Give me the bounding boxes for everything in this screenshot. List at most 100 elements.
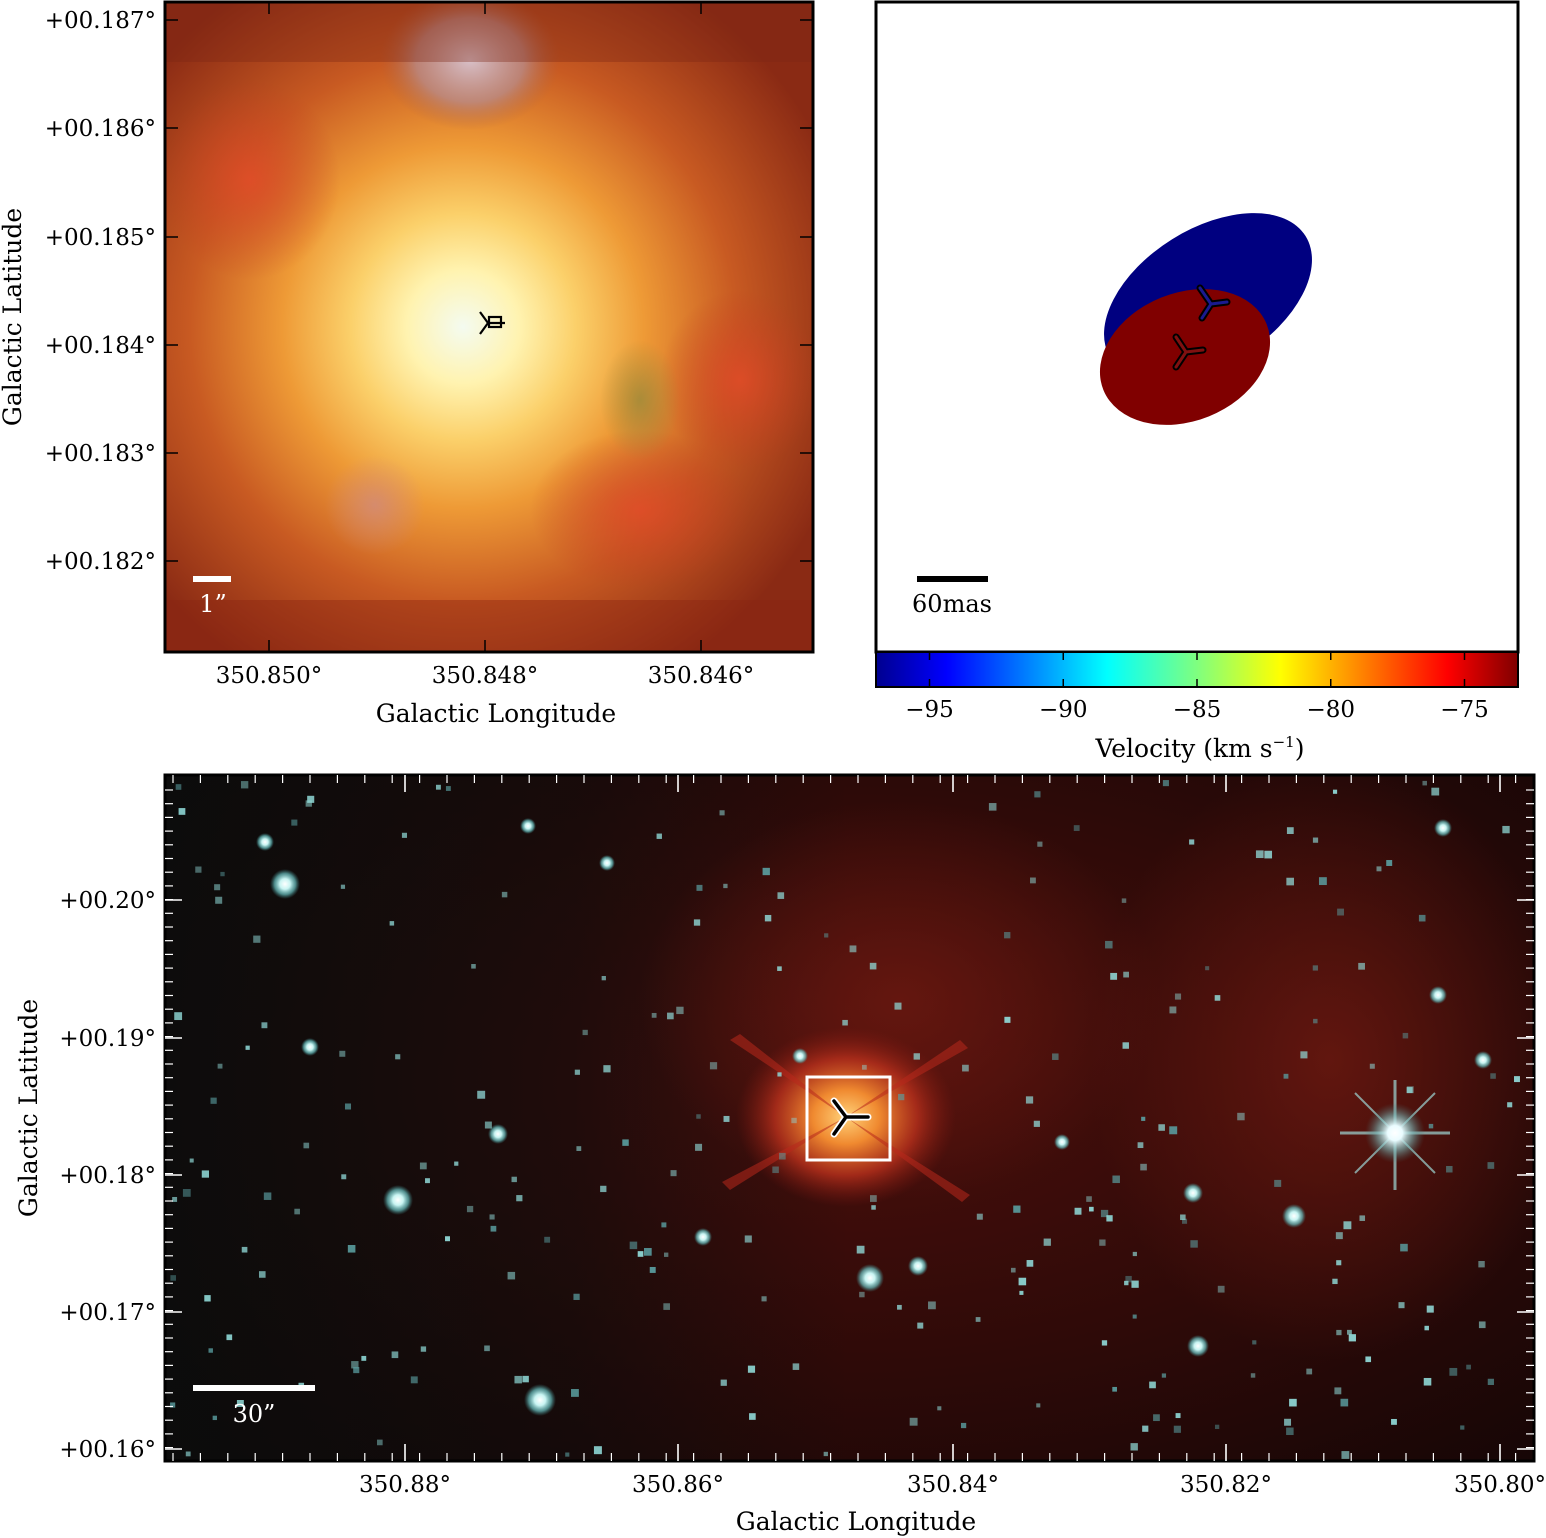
star — [341, 1174, 347, 1180]
star — [303, 1142, 310, 1149]
star — [1122, 1042, 1129, 1049]
star — [1286, 1427, 1294, 1436]
star — [435, 784, 441, 790]
field-x-tick: 350.84° — [907, 1472, 999, 1498]
star — [1365, 1356, 1372, 1363]
star — [1137, 1142, 1144, 1149]
star — [1426, 1305, 1434, 1313]
field-scale-label: 30” — [233, 1400, 276, 1428]
star — [1283, 1073, 1289, 1079]
star — [1004, 1016, 1011, 1023]
star — [661, 1222, 667, 1228]
star — [1347, 1329, 1352, 1335]
star — [208, 1348, 213, 1353]
star — [777, 892, 785, 899]
star — [1214, 995, 1221, 1001]
star — [1289, 1398, 1297, 1407]
colorbar-tick-label: −90 — [1039, 697, 1088, 723]
star — [976, 1213, 983, 1220]
zoom-x-tick: 350.848° — [432, 663, 539, 689]
maser-scale-label: 60mas — [912, 590, 992, 618]
star — [593, 1446, 602, 1455]
star — [240, 781, 249, 789]
star — [869, 962, 877, 970]
star — [1018, 1277, 1027, 1286]
star — [603, 1065, 611, 1073]
star — [344, 1103, 352, 1110]
star — [245, 1045, 250, 1050]
star — [1478, 1321, 1486, 1329]
star — [471, 964, 476, 969]
star — [1174, 993, 1182, 1000]
star — [576, 1146, 582, 1151]
star — [1334, 1387, 1342, 1395]
star — [1312, 965, 1318, 971]
star — [928, 1301, 936, 1310]
star — [376, 1439, 383, 1446]
star — [1424, 1325, 1429, 1331]
field-x-tick: 350.80° — [1454, 1472, 1546, 1498]
star — [1460, 1425, 1465, 1430]
star — [1428, 1123, 1434, 1129]
star — [849, 945, 857, 953]
star — [1153, 1414, 1160, 1422]
star — [1507, 1102, 1513, 1108]
star — [217, 1063, 223, 1069]
star — [353, 1367, 360, 1374]
star — [1169, 1006, 1177, 1014]
star — [1449, 1367, 1458, 1376]
star — [1169, 1126, 1178, 1135]
star — [1386, 860, 1393, 866]
star — [779, 1152, 786, 1160]
star — [339, 1050, 346, 1057]
star — [1086, 1196, 1092, 1202]
star — [695, 1143, 703, 1151]
star — [898, 1093, 905, 1101]
star — [1332, 1278, 1338, 1285]
star — [258, 1271, 266, 1278]
star — [1431, 787, 1440, 796]
star — [719, 810, 725, 816]
star — [1422, 780, 1427, 786]
star — [1099, 1239, 1106, 1246]
star — [419, 1162, 427, 1170]
field-y-tick: +00.20° — [59, 888, 156, 914]
zoom-x-tick: 350.850° — [216, 663, 323, 689]
star — [1043, 1238, 1051, 1246]
star — [1162, 780, 1169, 787]
star — [676, 1006, 684, 1015]
star — [1312, 837, 1319, 843]
star — [256, 833, 274, 851]
star — [201, 1170, 210, 1178]
colorbar-title: Velocity (km s−1) — [1095, 733, 1305, 763]
star — [696, 884, 703, 891]
star — [1105, 940, 1113, 949]
field-panel: 30” +00.20° +00.19° +00.18° +00.17° +00.… — [14, 773, 1546, 1536]
star — [226, 1334, 233, 1341]
star — [1183, 1183, 1203, 1203]
star — [484, 1345, 490, 1352]
star — [670, 1170, 677, 1177]
star — [1336, 1329, 1342, 1336]
star — [1418, 914, 1426, 922]
star — [1037, 841, 1043, 847]
star — [445, 1236, 450, 1242]
star — [709, 1062, 718, 1070]
star — [792, 1048, 808, 1064]
star — [667, 1012, 674, 1020]
star — [1335, 1232, 1343, 1240]
star — [651, 1012, 657, 1018]
star — [305, 800, 312, 807]
star — [908, 1256, 928, 1276]
star — [1466, 1364, 1471, 1370]
star — [856, 1264, 884, 1292]
star — [484, 1121, 492, 1129]
star — [351, 1361, 359, 1369]
star — [214, 884, 221, 891]
star — [962, 1064, 969, 1072]
zoom-panel: 1” +00.187° +00.186° +00.185° +00.184° +… — [0, 0, 815, 728]
star — [1034, 791, 1041, 798]
star — [1175, 1413, 1181, 1419]
star — [960, 1422, 967, 1429]
